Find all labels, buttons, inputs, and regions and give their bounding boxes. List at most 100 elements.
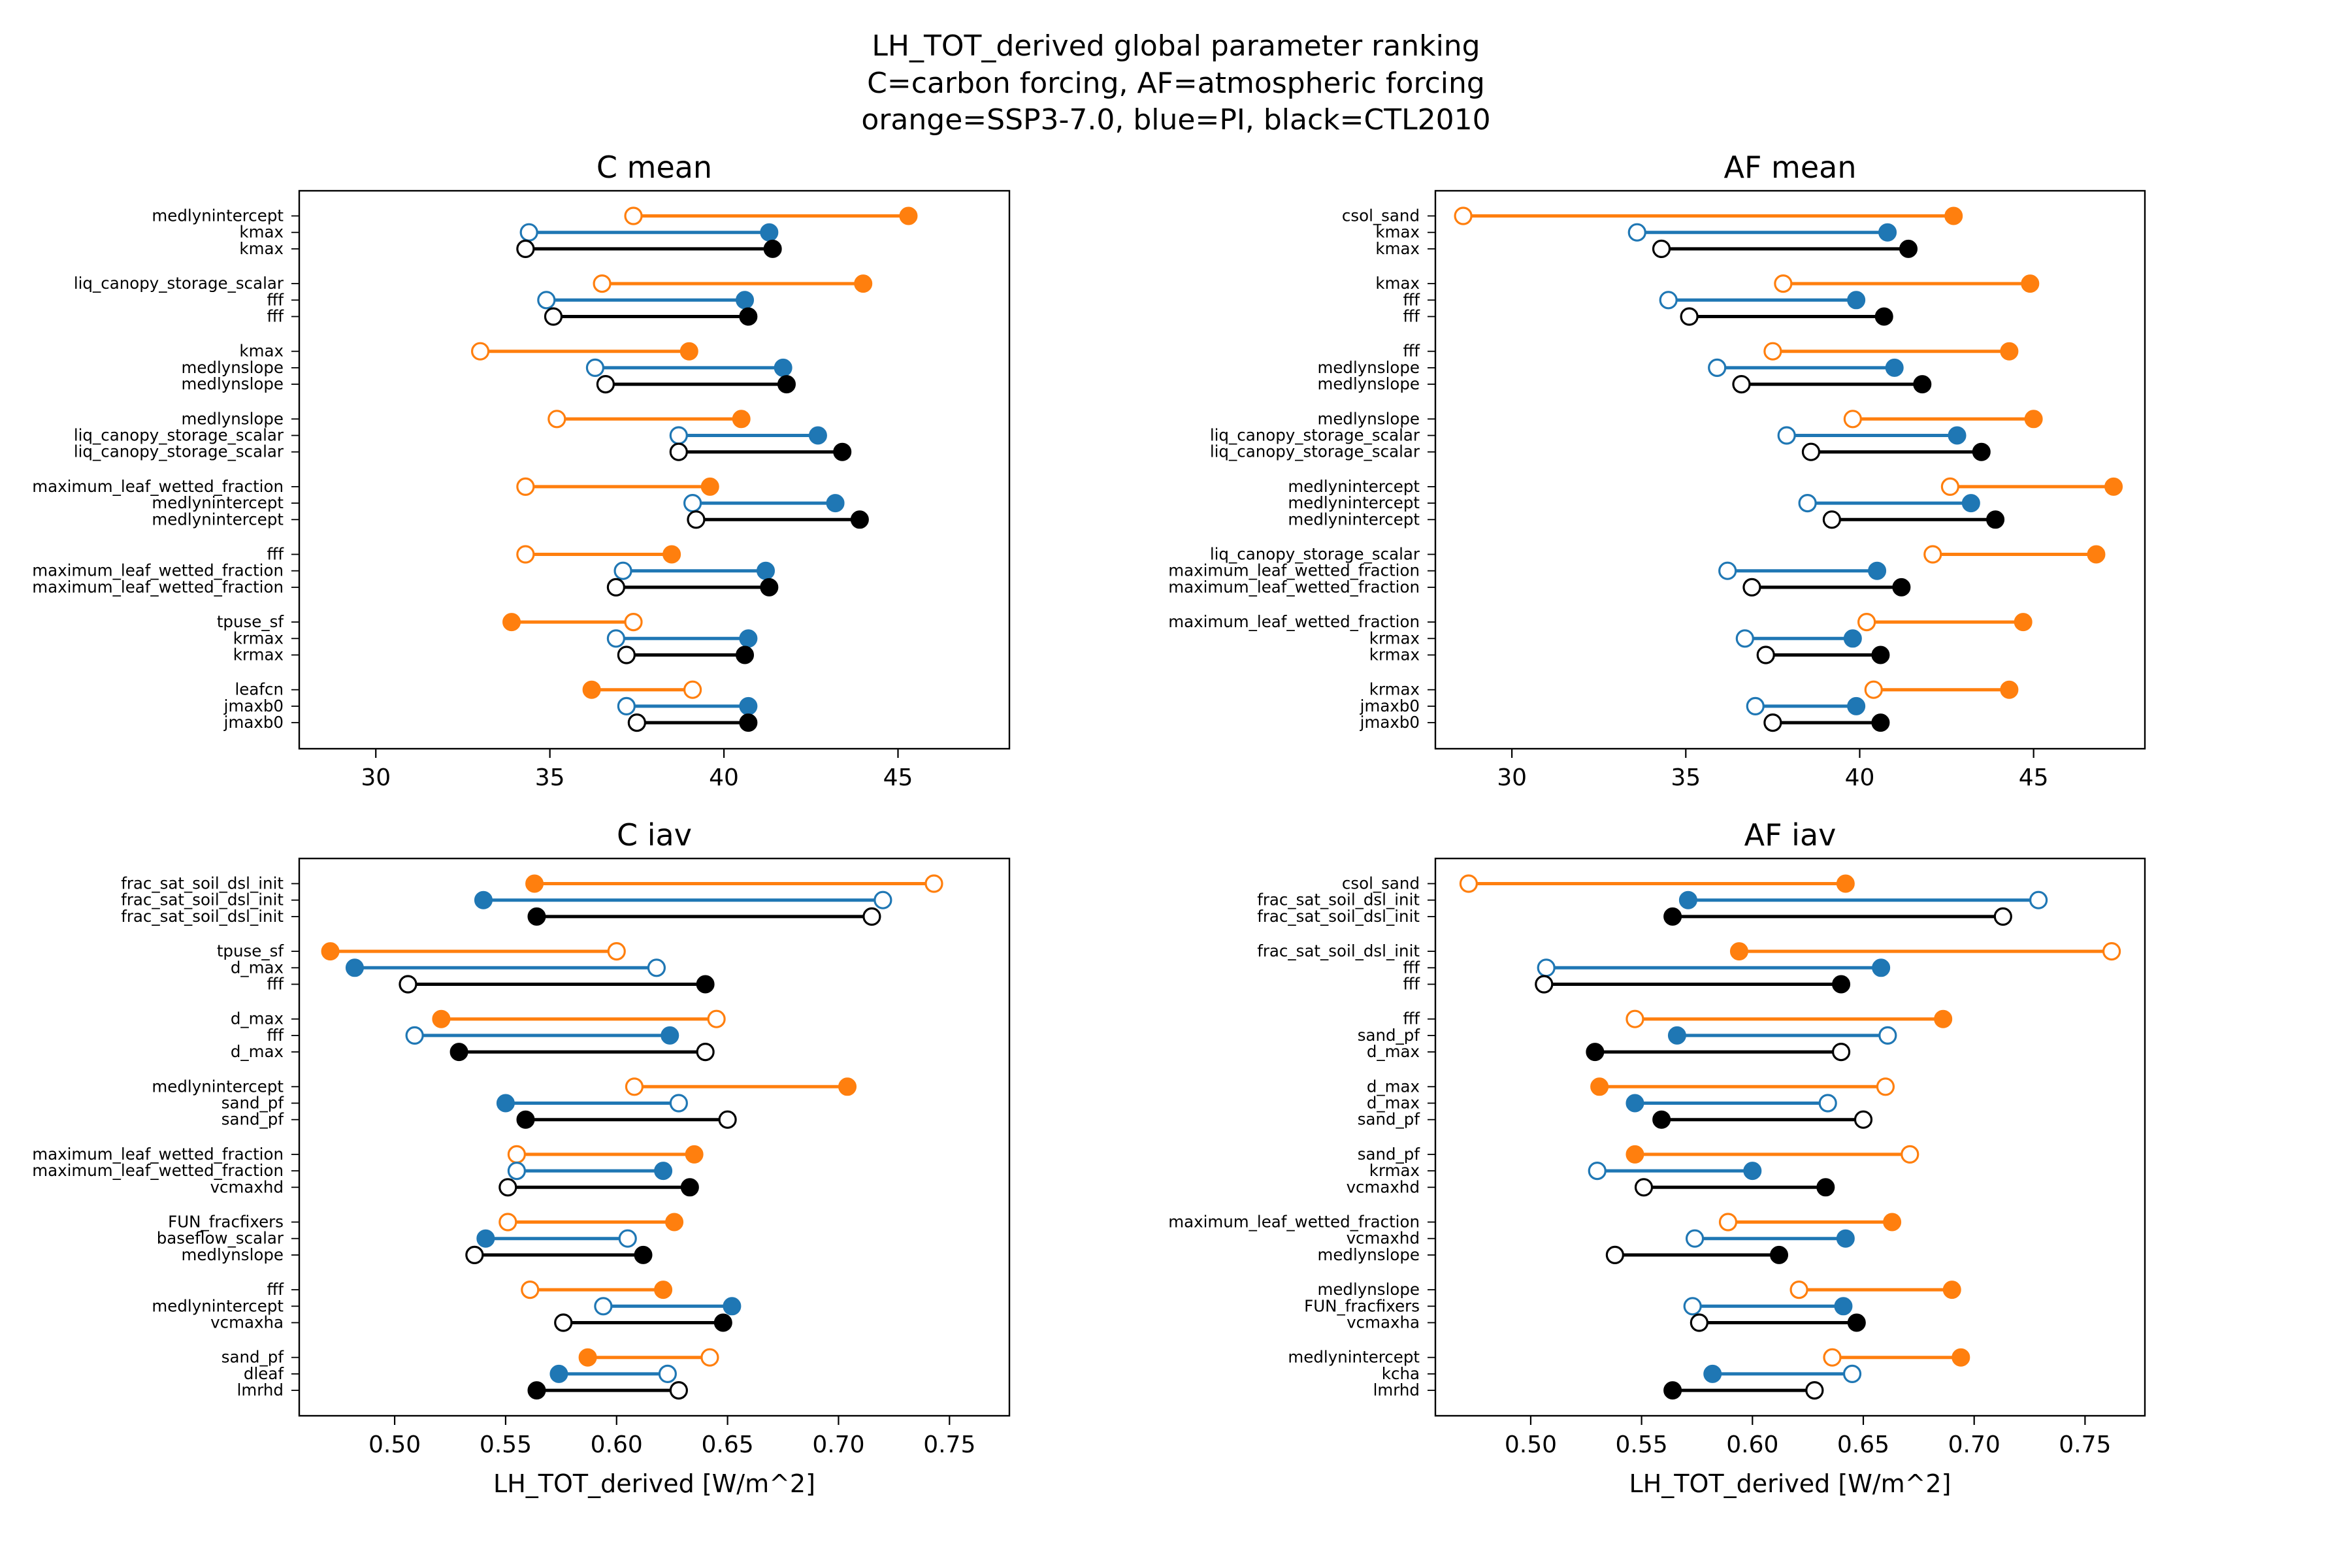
- filled-marker: [1878, 223, 1897, 242]
- filled-marker: [739, 696, 758, 715]
- open-marker: [1789, 1280, 1808, 1299]
- open-marker: [585, 358, 605, 378]
- open-marker: [627, 713, 646, 732]
- filled-marker: [549, 1364, 568, 1383]
- filled-marker: [1952, 1348, 1970, 1367]
- open-marker: [1857, 612, 1876, 632]
- y-tick-label: maximum_leaf_wetted_fraction: [1168, 578, 1420, 596]
- filled-marker: [1625, 1145, 1644, 1164]
- open-marker: [1763, 342, 1782, 361]
- y-tick-label: frac_sat_soil_dsl_init: [1257, 890, 1420, 909]
- y-tick-label: fff: [1403, 1009, 1420, 1028]
- y-tick-label: frac_sat_soil_dsl_init: [1257, 907, 1420, 926]
- y-tick-label: baseflow_scalar: [157, 1229, 284, 1248]
- open-marker: [593, 274, 612, 293]
- open-marker: [405, 1026, 424, 1045]
- filled-marker: [2024, 410, 2043, 429]
- open-marker: [1659, 291, 1678, 310]
- y-tick-label: kmax: [1375, 223, 1420, 242]
- filled-marker: [654, 1281, 673, 1299]
- y-tick-label: medlynslope: [181, 1245, 284, 1264]
- filled-marker: [1868, 561, 1887, 580]
- open-marker: [669, 1094, 688, 1113]
- open-marker: [707, 1009, 726, 1028]
- y-tick-label: krmax: [233, 629, 284, 647]
- y-tick-label: liq_canopy_storage_scalar: [1210, 426, 1420, 445]
- y-tick-label: liq_canopy_storage_scalar: [1210, 442, 1420, 461]
- open-marker: [1823, 1348, 1842, 1367]
- y-tick-label: maximum_leaf_wetted_fraction: [32, 1145, 284, 1164]
- filled-marker: [679, 342, 698, 361]
- x-tick-label: 35: [535, 764, 565, 791]
- filled-marker: [527, 1381, 546, 1400]
- y-tick-label: frac_sat_soil_dsl_init: [121, 890, 284, 909]
- filled-marker: [1986, 510, 2005, 529]
- filled-marker: [1871, 645, 1890, 664]
- open-marker: [1742, 578, 1761, 597]
- y-tick-label: fff: [1403, 307, 1420, 326]
- open-marker: [718, 1110, 737, 1129]
- filled-marker: [665, 1213, 684, 1232]
- x-tick-label: 0.70: [1948, 1431, 2001, 1458]
- filled-marker: [736, 291, 755, 310]
- open-marker: [669, 426, 688, 445]
- x-tick-label: 0.60: [1726, 1431, 1778, 1458]
- filled-marker: [739, 629, 758, 648]
- y-tick-label: liq_canopy_storage_scalar: [1210, 545, 1420, 564]
- open-marker: [516, 477, 535, 497]
- filled-marker: [1944, 206, 1963, 225]
- open-marker: [596, 374, 615, 394]
- filled-marker: [760, 223, 779, 242]
- y-tick-label: tpuse_sf: [217, 941, 285, 960]
- y-tick-label: medlynslope: [181, 409, 284, 428]
- y-tick-label: sand_pf: [221, 1110, 285, 1129]
- open-marker: [1708, 358, 1727, 378]
- y-tick-label: sand_pf: [221, 1094, 285, 1113]
- filled-marker: [1843, 629, 1862, 648]
- filled-marker: [1703, 1364, 1722, 1383]
- filled-marker: [732, 410, 751, 429]
- filled-marker: [2021, 274, 2040, 293]
- filled-marker: [2104, 477, 2123, 496]
- y-tick-label: lmrhd: [1373, 1380, 1420, 1399]
- filled-marker: [899, 206, 918, 225]
- open-marker: [1718, 1213, 1738, 1232]
- y-tick-label: kmax: [1375, 239, 1420, 258]
- y-tick-label: frac_sat_soil_dsl_init: [1257, 941, 1420, 960]
- y-tick-label: leafcn: [235, 680, 284, 699]
- open-marker: [1864, 680, 1883, 699]
- filled-marker: [1770, 1245, 1789, 1264]
- y-tick-label: krmax: [233, 645, 284, 664]
- open-marker: [647, 958, 666, 977]
- open-marker: [617, 645, 636, 664]
- filled-marker: [700, 477, 719, 496]
- y-tick-label: d_max: [1367, 1094, 1420, 1113]
- filled-marker: [1883, 1213, 1902, 1232]
- y-tick-label: medlynslope: [1317, 374, 1420, 393]
- y-tick-label: tpuse_sf: [217, 612, 285, 631]
- open-marker: [683, 493, 702, 513]
- filled-marker: [1652, 1110, 1671, 1129]
- y-tick-label: fff: [267, 290, 284, 309]
- y-tick-label: medlynintercept: [1288, 510, 1420, 529]
- open-marker: [1923, 545, 1942, 564]
- open-marker: [617, 696, 636, 716]
- axes-frame: [1434, 189, 2146, 750]
- filled-marker: [1678, 890, 1697, 909]
- y-tick-label: maximum_leaf_wetted_fraction: [32, 578, 284, 596]
- open-marker: [1843, 410, 1862, 429]
- y-tick-label: fff: [1403, 975, 1420, 994]
- x-tick-label: 0.75: [2059, 1431, 2111, 1458]
- filled-marker: [449, 1043, 468, 1062]
- open-marker: [1854, 1110, 1873, 1129]
- open-marker: [516, 239, 535, 258]
- figure-title-line-3: orange=SSP3-7.0, blue=PI, black=CTL2010: [861, 103, 1490, 137]
- open-marker: [618, 1229, 637, 1248]
- filled-marker: [1834, 1297, 1853, 1316]
- filled-marker: [774, 358, 792, 377]
- filled-marker: [763, 239, 782, 258]
- open-marker: [1818, 1094, 1837, 1113]
- filled-marker: [838, 1077, 857, 1096]
